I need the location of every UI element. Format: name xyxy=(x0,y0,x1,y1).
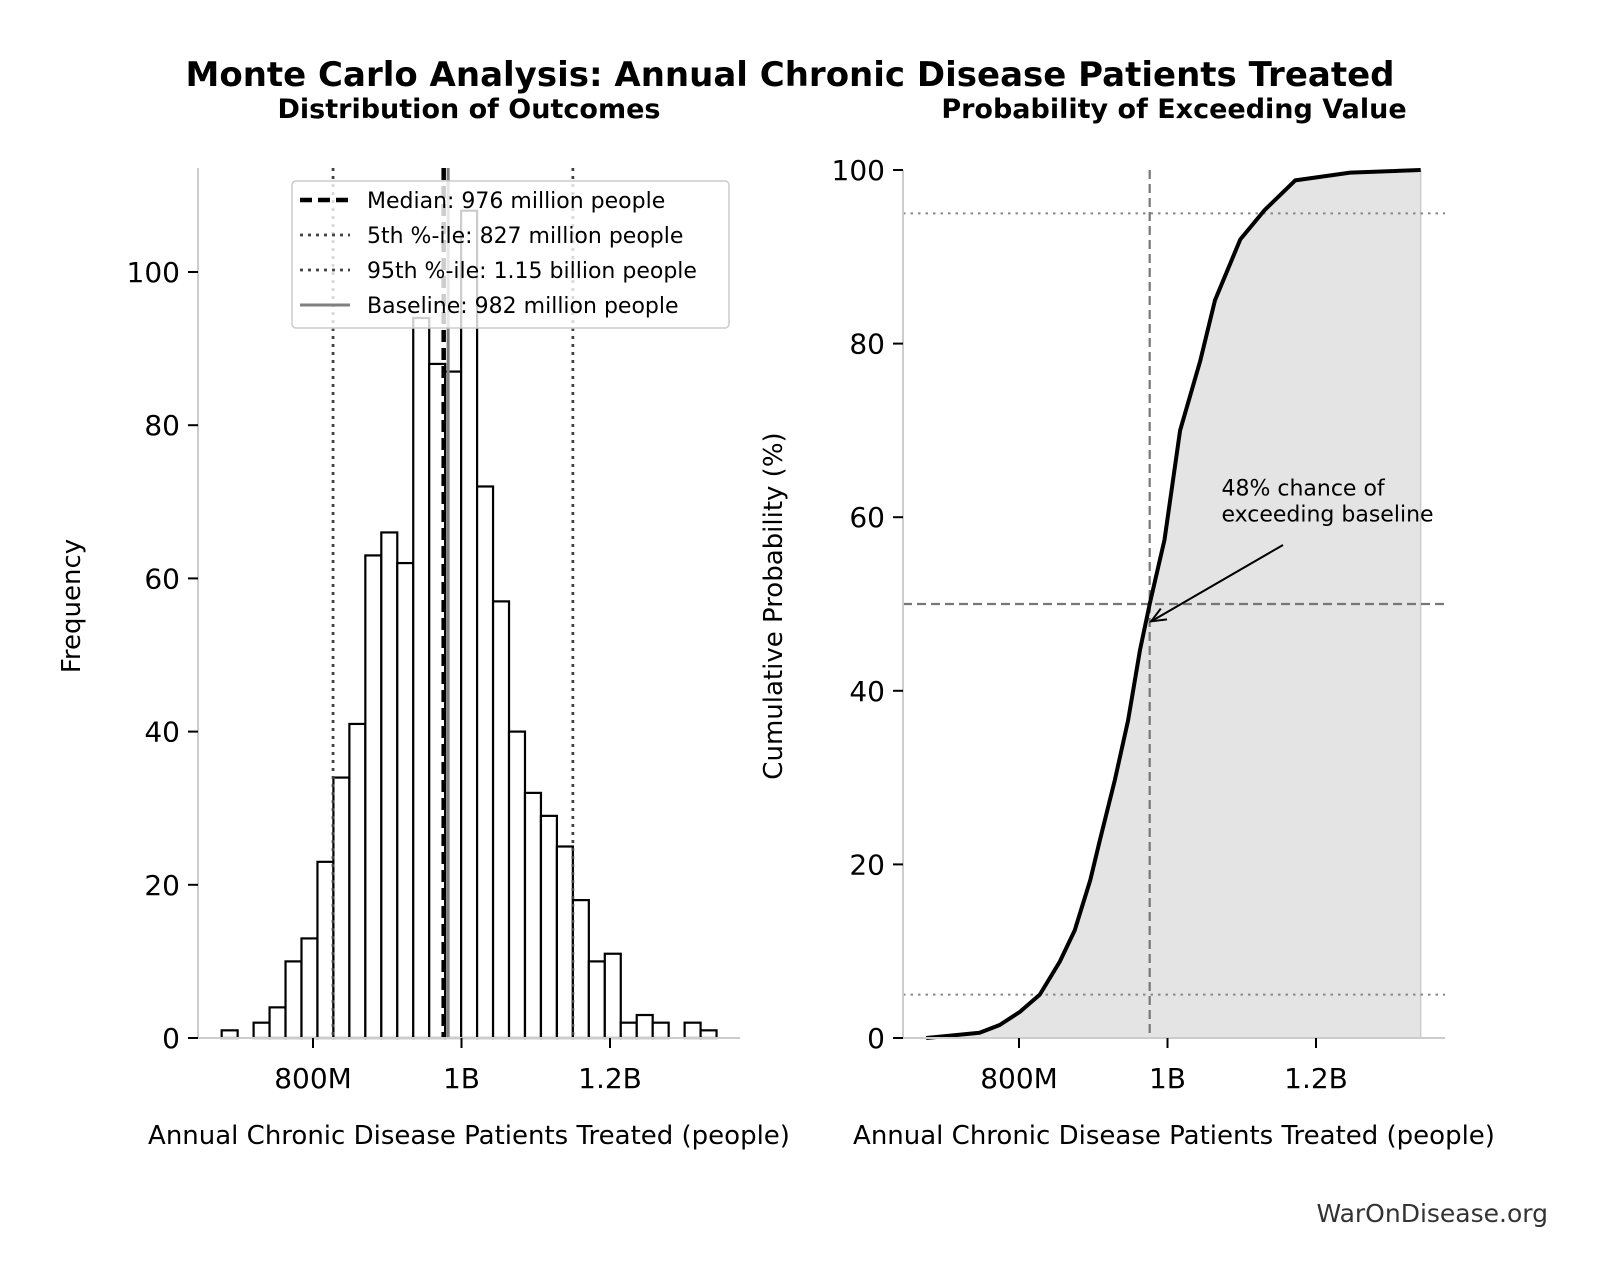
y-tick-label: 100 xyxy=(832,154,885,187)
cdf-subtitle: Probability of Exceeding Value xyxy=(941,94,1406,125)
histogram-bar xyxy=(348,722,367,1040)
x-axis-label: Annual Chronic Disease Patients Treated … xyxy=(853,1121,1495,1151)
histogram-bar xyxy=(220,1029,239,1040)
annotation-arrow xyxy=(1150,544,1284,623)
y-tick-label: 60 xyxy=(144,562,180,595)
hist-subtitle: Distribution of Outcomes xyxy=(278,94,661,125)
y-tick-label: 80 xyxy=(144,409,180,442)
histogram-bar xyxy=(587,960,606,1040)
histogram-bar xyxy=(619,1021,638,1040)
figure-title: Monte Carlo Analysis: Annual Chronic Dis… xyxy=(186,55,1395,95)
legend-box xyxy=(291,180,730,329)
cdf-panel: 0 20 40 60 80 100 800M 1B 1.2B Annual Chronic Dis… xyxy=(759,154,1495,1151)
histogram-bar xyxy=(380,531,399,1040)
histogram-bar xyxy=(300,937,319,1040)
annotation-text: 48% chance of xyxy=(1221,477,1385,502)
histogram-bar xyxy=(268,1006,287,1040)
histogram-bar xyxy=(396,561,415,1040)
legend-label: 5th %-ile: 827 million people xyxy=(367,224,683,249)
x-tick-label: 800M xyxy=(980,1062,1058,1095)
histogram-bar xyxy=(683,1021,702,1040)
legend-label: Median: 976 million people xyxy=(367,189,665,214)
watermark: WarOnDisease.org xyxy=(1316,1199,1548,1228)
y-tick-label: 100 xyxy=(127,256,180,289)
x-axis-label: Annual Chronic Disease Patients Treated … xyxy=(148,1121,790,1151)
histogram-bar xyxy=(651,1021,670,1040)
cdf-line xyxy=(926,168,1421,1040)
y-tick-label: 0 xyxy=(867,1022,885,1055)
y-tick-label: 20 xyxy=(144,869,180,902)
x-tick-label: 1B xyxy=(443,1062,480,1095)
histogram-bar xyxy=(316,860,335,1040)
legend: Median: 976 million people 5th %-ile: 827… xyxy=(291,180,730,329)
y-tick-label: 60 xyxy=(849,501,885,534)
y-axis-label: Cumulative Probability (%) xyxy=(759,432,789,779)
histogram-bar xyxy=(507,730,527,1040)
x-tick-label: 1.2B xyxy=(1284,1062,1348,1095)
histogram-panel: 0 20 40 60 80 100 800M 1B 1.2B Annual Chronic Dis… xyxy=(57,168,790,1151)
y-tick-label: 80 xyxy=(849,328,885,361)
histogram-bar xyxy=(475,485,495,1040)
y-tick-label: 0 xyxy=(162,1022,180,1055)
histogram-bar xyxy=(635,1013,654,1040)
histogram-bar xyxy=(364,554,383,1040)
x-tick-label: 800M xyxy=(274,1062,352,1095)
y-axis-label: Frequency xyxy=(57,539,87,673)
y-tick-label: 20 xyxy=(849,848,885,881)
histogram-bar xyxy=(252,1021,271,1040)
histogram-bar xyxy=(523,791,543,1040)
x-tick-label: 1B xyxy=(1149,1062,1186,1095)
y-tick-label: 40 xyxy=(144,716,180,749)
histogram-bar xyxy=(491,600,511,1040)
arrow-head-icon xyxy=(1148,607,1168,623)
legend-label: Baseline: 982 million people xyxy=(367,294,679,319)
histogram-bar xyxy=(571,899,590,1040)
histogram-bar xyxy=(460,209,479,1040)
histogram-bar xyxy=(412,316,431,1040)
histogram-bar xyxy=(332,776,351,1040)
histogram-bar xyxy=(539,814,559,1040)
histogram-bar xyxy=(284,960,303,1040)
histogram-bar xyxy=(555,845,574,1040)
annotation-text: exceeding baseline xyxy=(1221,503,1433,528)
y-tick-label: 40 xyxy=(849,675,885,708)
histogram-bar xyxy=(699,1029,718,1040)
histogram-bar xyxy=(603,952,622,1040)
legend-label: 95th %-ile: 1.15 billion people xyxy=(367,259,697,284)
x-tick-label: 1.2B xyxy=(578,1062,642,1095)
